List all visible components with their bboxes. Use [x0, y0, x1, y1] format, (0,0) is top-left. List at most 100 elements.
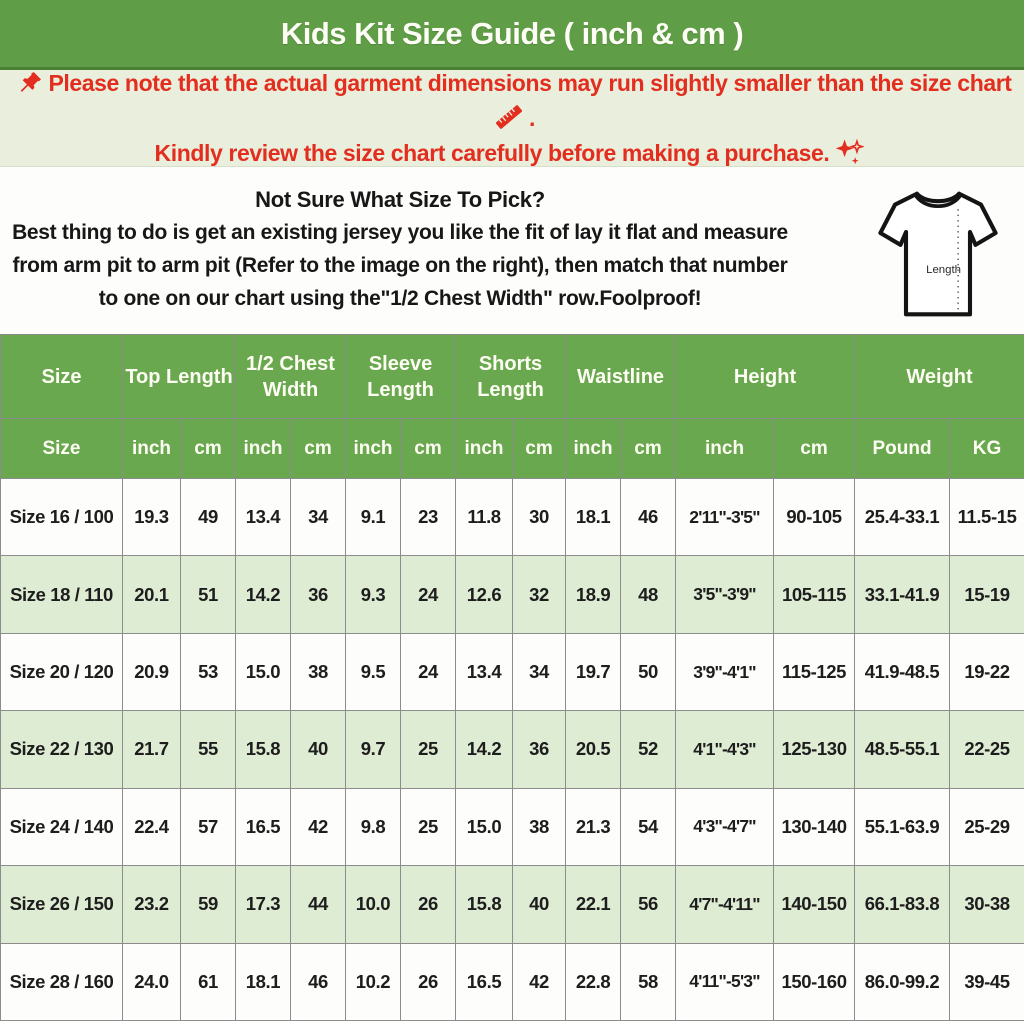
table-body: Size 16 / 100 19.3 49 13.4 34 9.1 23 11.8 30 18.1…: [0, 477, 1024, 1022]
value-cell: 22.1: [565, 865, 622, 944]
value-cell: 105-115: [773, 555, 856, 634]
value-cell: 34: [290, 477, 346, 557]
value-cell: 10.2: [345, 942, 401, 1022]
value-cell: 25.4-33.1: [854, 477, 951, 557]
value-cell: 34: [512, 632, 567, 712]
value-cell: 53: [180, 632, 236, 712]
unit-header: cm: [620, 418, 677, 479]
value-cell: 66.1-83.8: [854, 865, 951, 944]
value-cell: 15-19: [949, 555, 1024, 634]
value-cell: 16.5: [235, 787, 291, 867]
group-header-top-length: Top Length: [122, 334, 236, 419]
group-header-height: Height: [675, 334, 856, 419]
howto-text-block: Not Sure What Size To Pick? Best thing t…: [0, 184, 800, 315]
notice-line-1: Please note that the actual garment dime…: [0, 66, 1024, 136]
value-cell: 18.1: [565, 477, 622, 557]
howto-line-3: to one on our chart using the"1/2 Chest …: [98, 287, 702, 310]
value-cell: 30-38: [949, 865, 1024, 944]
shirt-length-label: Length: [926, 264, 961, 276]
value-cell: 12.6: [455, 555, 514, 634]
size-table: Size Top Length 1/2 Chest Width Sleeve L…: [0, 334, 1024, 1022]
size-cell: Size 28 / 160: [0, 942, 123, 1022]
group-header-shorts-length: Shorts Length: [455, 334, 567, 419]
value-cell: 9.8: [345, 787, 401, 867]
table-row: Size 18 / 110 20.1 51 14.2 36 9.3 24 12.6 32 18.9…: [0, 555, 1024, 634]
value-cell: 14.2: [235, 555, 291, 634]
howto-heading: Not Sure What Size To Pick?: [255, 187, 545, 212]
value-cell: 26: [399, 865, 457, 944]
value-cell: 21.3: [565, 787, 622, 867]
value-cell: 9.3: [345, 555, 401, 634]
notice-text-1: Please note that the actual garment dime…: [48, 69, 1012, 96]
table-row: Size 24 / 140 22.4 57 16.5 42 9.8 25 15.0 38 21.3…: [0, 787, 1024, 867]
value-cell: 4'1"-4'3": [675, 710, 775, 789]
value-cell: 13.4: [235, 477, 291, 557]
value-cell: 19.7: [565, 632, 622, 712]
unit-header: inch: [345, 418, 401, 479]
value-cell: 32: [512, 555, 567, 634]
value-cell: 25-29: [949, 787, 1024, 867]
value-cell: 19.3: [122, 477, 181, 557]
group-header-row: Size Top Length 1/2 Chest Width Sleeve L…: [0, 334, 1024, 419]
value-cell: 2'11"-3'5": [675, 477, 775, 557]
value-cell: 22-25: [949, 710, 1024, 789]
value-cell: 48: [620, 555, 677, 634]
value-cell: 41.9-48.5: [854, 632, 951, 712]
value-cell: 21.7: [122, 710, 181, 789]
value-cell: 17.3: [235, 865, 291, 944]
value-cell: 9.5: [345, 632, 401, 712]
ruler-icon: [494, 103, 524, 131]
value-cell: 90-105: [773, 477, 856, 557]
table-row: Size 22 / 130 21.7 55 15.8 40 9.7 25 14.2 36 20.5…: [0, 710, 1024, 789]
howto-line-2: from arm pit to arm pit (Refer to the im…: [12, 254, 788, 277]
value-cell: 56: [620, 865, 677, 944]
size-cell: Size 20 / 120: [0, 632, 123, 712]
value-cell: 51: [180, 555, 236, 634]
unit-header: cm: [399, 418, 457, 479]
value-cell: 46: [290, 942, 346, 1022]
unit-header: cm: [512, 418, 567, 479]
value-cell: 24: [399, 632, 457, 712]
value-cell: 4'7"-4'11": [675, 865, 775, 944]
value-cell: 26: [399, 942, 457, 1022]
unit-header: inch: [565, 418, 622, 479]
value-cell: 23: [399, 477, 457, 557]
value-cell: 44: [290, 865, 346, 944]
notice-punct: .: [529, 104, 535, 131]
value-cell: 20.9: [122, 632, 181, 712]
title-banner: Kids Kit Size Guide ( inch & cm ): [0, 0, 1024, 70]
value-cell: 52: [620, 710, 677, 789]
value-cell: 9.1: [345, 477, 401, 557]
size-cell: Size 24 / 140: [0, 787, 123, 867]
value-cell: 54: [620, 787, 677, 867]
value-cell: 61: [180, 942, 236, 1022]
value-cell: 3'9"-4'1": [675, 632, 775, 712]
size-cell: Size 26 / 150: [0, 865, 123, 944]
unit-header: KG: [949, 418, 1024, 479]
notice-band: Please note that the actual garment dime…: [0, 70, 1024, 167]
size-cell: Size 22 / 130: [0, 710, 123, 789]
value-cell: 36: [512, 710, 567, 789]
value-cell: 55.1-63.9: [854, 787, 951, 867]
howto-line-1: Best thing to do is get an existing jers…: [12, 221, 788, 244]
value-cell: 57: [180, 787, 236, 867]
value-cell: 25: [399, 710, 457, 789]
unit-header: cm: [290, 418, 346, 479]
table-row: Size 28 / 160 24.0 61 18.1 46 10.2 26 16.5 42 22.…: [0, 942, 1024, 1022]
group-header-waistline: Waistline: [565, 334, 677, 419]
value-cell: 20.1: [122, 555, 181, 634]
value-cell: 46: [620, 477, 677, 557]
value-cell: 13.4: [455, 632, 514, 712]
size-cell: Size 18 / 110: [0, 555, 123, 634]
value-cell: 4'11"-5'3": [675, 942, 775, 1022]
value-cell: 48.5-55.1: [854, 710, 951, 789]
notice-text-2: Kindly review the size chart carefully b…: [154, 139, 830, 166]
group-header-sleeve-length: Sleeve Length: [344, 334, 457, 419]
value-cell: 22.8: [565, 942, 622, 1022]
value-cell: 18.9: [565, 555, 622, 634]
value-cell: 115-125: [773, 632, 856, 712]
unit-header: inch: [122, 418, 181, 479]
value-cell: 86.0-99.2: [854, 942, 951, 1022]
unit-header: cm: [773, 418, 856, 479]
unit-header: cm: [180, 418, 236, 479]
